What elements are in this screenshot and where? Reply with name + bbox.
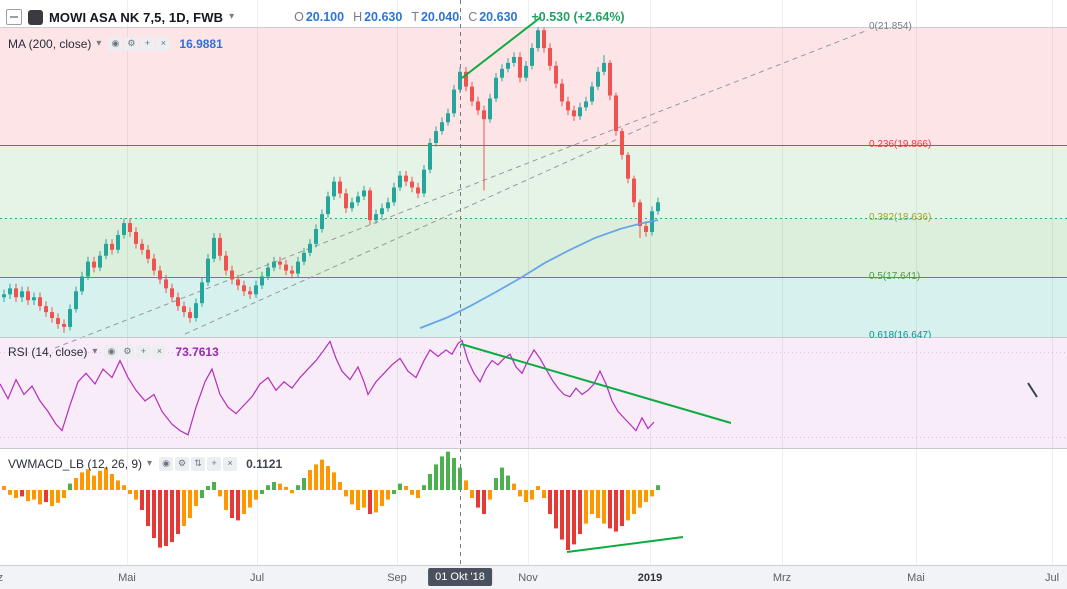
time-label: 2019 <box>637 572 663 584</box>
close-icon[interactable]: × <box>156 36 171 51</box>
pane-collapse-icon[interactable] <box>6 9 22 25</box>
indicator-title[interactable]: MA (200, close) <box>8 36 92 51</box>
ohlc-o: O 20.100 <box>294 10 345 24</box>
indicator-legend-rsi: RSI (14, close) ▾ ◉ ⚙ + × 73.7613 <box>8 344 219 359</box>
add-icon[interactable]: + <box>136 344 151 359</box>
crosshair-date-badge: 01 Okt '18 <box>428 568 492 586</box>
ohlc-c: C 20.630 <box>468 10 518 24</box>
time-axis[interactable]: 01 Okt '18 Mrz Mai Jul Sep Nov 2019 Mrz Mai Jul <box>0 565 1067 589</box>
indicator-legend-ma: MA (200, close) ▾ ◉ ⚙ + × 16.9881 <box>8 36 223 51</box>
add-icon[interactable]: + <box>140 36 155 51</box>
time-label: Jul <box>249 572 265 584</box>
ohlc-values: O 20.100 H 20.630 T 20.040 C 20.630 <box>294 10 517 24</box>
symbol-legend: MOWI ASA NK 7,5, 1D, FWB ▾ O 20.100 H 20.63… <box>6 7 625 27</box>
indicator-title[interactable]: VWMACD_LB (12, 26, 9) <box>8 456 143 471</box>
move-icon[interactable]: ⇅ <box>191 456 206 471</box>
time-label: Jul <box>1044 572 1060 584</box>
symbol-title[interactable]: MOWI ASA NK 7,5, 1D, FWB <box>49 9 224 25</box>
indicator-title[interactable]: RSI (14, close) <box>8 344 88 359</box>
close-icon[interactable]: × <box>223 456 238 471</box>
time-label: Sep <box>387 572 407 584</box>
time-label: Mrz <box>0 572 4 584</box>
time-label: Nov <box>518 572 538 584</box>
chevron-down-icon[interactable]: ▾ <box>229 11 235 22</box>
visibility-icon[interactable]: ◉ <box>104 344 119 359</box>
indicator-legend-vwmacd: VWMACD_LB (12, 26, 9) ▾ ◉ ⚙ ⇅ + × 0.1121 <box>8 456 282 471</box>
change-value: +0.530 (+2.64%) <box>531 10 625 24</box>
add-icon[interactable]: + <box>207 456 222 471</box>
chevron-down-icon[interactable]: ▾ <box>96 37 102 49</box>
time-label: Mai <box>118 572 136 584</box>
chevron-down-icon[interactable]: ▾ <box>92 345 98 357</box>
close-icon[interactable]: × <box>152 344 167 359</box>
indicator-value: 73.7613 <box>175 344 219 359</box>
chevron-down-icon[interactable]: ▾ <box>147 457 153 469</box>
indicator-controls: ◉ ⚙ + × <box>108 36 171 51</box>
visibility-icon[interactable]: ◉ <box>108 36 123 51</box>
symbol-logo-icon <box>28 9 43 25</box>
settings-icon[interactable]: ⚙ <box>124 36 139 51</box>
indicator-value: 0.1121 <box>246 456 283 471</box>
ohlc-t: T 20.040 <box>411 10 460 24</box>
time-label: Mai <box>907 572 925 584</box>
settings-icon[interactable]: ⚙ <box>175 456 190 471</box>
indicator-value: 16.9881 <box>179 36 223 51</box>
ohlc-h: H 20.630 <box>353 10 403 24</box>
indicator-controls: ◉ ⚙ ⇅ + × <box>159 456 238 471</box>
visibility-icon[interactable]: ◉ <box>159 456 174 471</box>
settings-icon[interactable]: ⚙ <box>120 344 135 359</box>
indicator-controls: ◉ ⚙ + × <box>104 344 167 359</box>
time-label: Mrz <box>772 572 792 584</box>
